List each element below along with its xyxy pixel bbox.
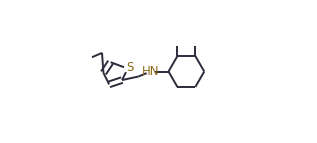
- Text: HN: HN: [142, 65, 159, 78]
- Text: S: S: [126, 61, 133, 74]
